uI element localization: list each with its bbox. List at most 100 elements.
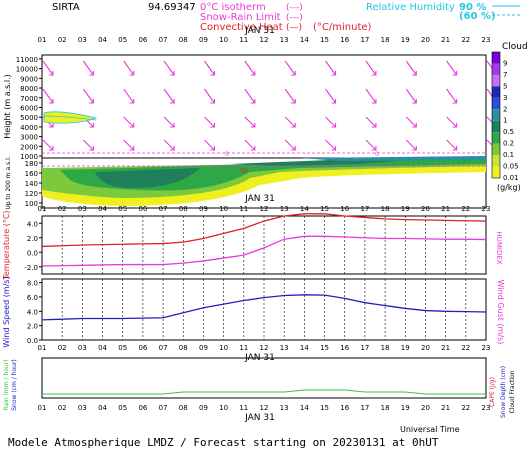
hour-label: 14 [300,404,309,412]
hour-label: 05 [118,36,127,44]
wind-arrow [163,139,175,151]
wind-arrow-head [371,146,377,151]
y-axis-label: Height (m a.s.l.) [3,74,12,139]
hour-label: 14 [300,344,309,352]
wind-arrow-head [250,146,256,151]
date-labels: JAN 31 JAN 31 JAN 31 JAN 31 [244,26,275,423]
hour-label: 01 [38,404,47,412]
hour-label: 22 [461,36,470,44]
wind-arrow [82,139,94,151]
hour-label: 09 [199,205,208,213]
colorbar-swatch [492,109,500,121]
hour-label: 19 [401,344,410,352]
wind-arrow-head [170,71,175,76]
wind-arrow-head [250,71,256,76]
clouds-legend-unit: (g/kg) [497,183,521,192]
hour-label: 01 [38,205,47,213]
y-tick-label: 2.0 [27,323,38,331]
wind-arrow [163,88,175,104]
wind-arrow-head [412,123,417,128]
wind-arrow [365,60,377,76]
colorbar-label: 0.05 [503,163,519,171]
hour-label: 17 [360,404,369,412]
wind-arrow-head [452,99,458,104]
y-axis-label-right: Wind Gust (m/s) [496,280,505,345]
wind-arrow-head [412,71,417,76]
wind-arrow-head [89,71,94,76]
colorbar-swatch [492,52,500,64]
humidity-contour [43,115,97,121]
wind-arrow-head [49,71,54,76]
y-axis-label: Snow (cm / hour) [11,359,18,411]
colorbar-swatch [492,166,500,178]
hour-label: 19 [401,404,410,412]
hour-label: 17 [360,344,369,352]
colorbar-label: 9 [503,59,507,67]
y-tick-label: 4.0 [27,308,38,316]
hour-label: 18 [381,36,390,44]
wind-arrow [123,88,135,104]
wind-arrow-head [452,123,458,128]
series-line [42,389,486,395]
wind-arrow [325,88,336,104]
y-axis-label-right: HUMIDEX [495,231,503,264]
top-legend: 0°C isotherm (---) Snow-Rain Limit (---)Con… [200,2,372,33]
wind-arrow [405,88,417,104]
wind-arrow-head [412,99,417,104]
y-axis-label: Rain (mm / hour) [3,359,10,410]
wind-arrow [244,116,256,128]
hour-label: 10 [219,404,228,412]
wind-arrow-head [170,99,175,104]
wind-arrow [405,116,417,128]
y-axis-label-right: CAPE (J/g) [489,377,496,407]
hour-label: 21 [441,404,450,412]
hour-label: 05 [118,404,127,412]
wind-arrow-head [170,123,175,128]
series-line [41,294,487,321]
colorbar-label: 0.1 [503,151,514,159]
hour-label: 11 [239,404,248,412]
hour-label: 18 [381,404,390,412]
hour-label: 02 [58,36,67,44]
hour-label: 13 [280,404,289,412]
wind-arrow [82,60,94,76]
humidity-levels: 90 %(60 %) [459,2,520,22]
wind-arrow [325,116,336,128]
isotherm-label: 0 [225,151,229,158]
y-tick-label: 0.0 [27,337,38,345]
hour-tick-labels: 01 02 03 04 05 06 07 08 09 10 11 12 13 14 15 16 17 18 19 20… [38,36,491,412]
hour-label: 07 [159,404,168,412]
isotherm-label: 0 [375,151,379,158]
hour-label: 19 [401,205,410,213]
hour-label: 13 [280,344,289,352]
y-tick-label: 5000 [20,114,38,122]
clouds-colorbar: 9 7 5 3 2 1 0.5 0.2 0.1 0.05 0.01 [491,51,519,182]
station-name: SIRTA [52,2,80,13]
wind-arrow-head [210,99,216,104]
y-tick-label: 9000 [20,75,38,83]
hour-label: 04 [98,344,107,352]
upper-frame [41,54,487,159]
hour-label: 23 [482,344,491,352]
precip-panel: Rain (mm / hour) Snow (cm / hour) CAPE (J/… [3,357,516,418]
hour-label: 15 [320,344,329,352]
hour-label: 22 [461,404,470,412]
wind-arrow [284,116,296,128]
hour-label: 14 [300,205,309,213]
wind-panel: 8.0 6.0 4.0 2.0 0.0 Wind Speed (m/s) Wind Gust… [2,276,505,347]
wind-arrow [204,139,215,151]
wind-arrow-head [371,71,377,76]
colorbar-swatch [492,86,500,98]
hour-label: 16 [340,36,349,44]
clouds-legend-title: Clouds [502,42,528,52]
y-tick-label: 120 [25,190,38,198]
wind-arrow-head [250,99,256,104]
colorbar-swatch [492,97,500,110]
hour-label: 16 [340,344,349,352]
hour-label: 04 [98,36,107,44]
hour-label: 12 [260,404,269,412]
wind-arrow-head [331,71,337,76]
hour-label: 11 [239,36,248,44]
legend-label: 0°C isotherm [200,2,266,13]
